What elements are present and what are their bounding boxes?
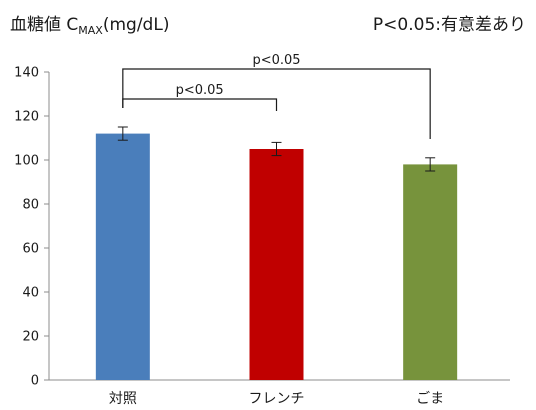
chart-title-subscript: MAX <box>78 24 103 37</box>
chart-title-main: 血糖値 C <box>10 15 78 35</box>
x-axis-labels: 対照 フレンチ ごま <box>109 391 444 407</box>
y-tick-label: 100 <box>14 154 39 169</box>
chart-title-unit: (mg/dL) <box>103 15 170 35</box>
chart-title: 血糖値 CMAX(mg/dL) <box>10 15 169 37</box>
significance-label: p<0.05 <box>252 53 300 68</box>
significance-note: P<0.05:有意差あり <box>373 15 526 35</box>
y-tick-label: 140 <box>14 66 39 81</box>
bars-group <box>95 133 458 380</box>
bar <box>249 149 304 380</box>
significance-bracket <box>122 68 431 139</box>
significance-bracket <box>122 98 278 111</box>
x-tick-label: フレンチ <box>249 391 305 407</box>
significance-brackets: p<0.05 p<0.05 <box>122 53 431 139</box>
y-axis-ticks: 0 20 40 60 80 100 120 140 <box>14 66 49 389</box>
y-tick-label: 40 <box>22 286 39 301</box>
bar <box>403 164 458 380</box>
y-tick-label: 80 <box>22 198 39 213</box>
bar <box>95 133 150 380</box>
y-tick-label: 60 <box>22 242 39 257</box>
y-tick-label: 20 <box>22 330 39 345</box>
x-tick-label: 対照 <box>109 391 137 407</box>
y-tick-label: 120 <box>14 110 39 125</box>
x-tick-label: ごま <box>416 391 444 407</box>
significance-label: p<0.05 <box>176 83 224 98</box>
y-tick-label: 0 <box>31 374 39 389</box>
error-bars-group <box>117 126 436 172</box>
